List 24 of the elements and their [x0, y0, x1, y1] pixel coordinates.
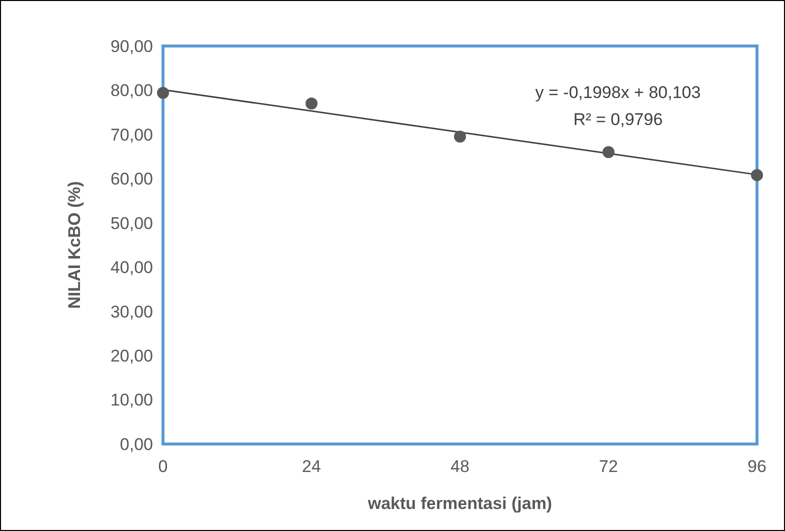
annotation: R² = 0,9796: [573, 110, 663, 129]
point: [157, 86, 169, 99]
y-tick-label: 80,00: [110, 81, 153, 100]
point: [602, 146, 614, 158]
y-axis-title: NILAI KcBO (%): [65, 181, 84, 309]
x-tick-label: 96: [748, 457, 766, 476]
y-tick-label: 30,00: [110, 302, 153, 322]
point: [306, 97, 318, 110]
point: [454, 130, 466, 143]
y-tick-label: 0,00: [120, 434, 153, 454]
y-tick-label: 50,00: [110, 214, 153, 233]
y-tick-label: 20,00: [110, 346, 153, 366]
y-tick-label: 40,00: [110, 258, 153, 278]
y-tick-label: 90,00: [110, 36, 153, 56]
x-tick-label: 0: [158, 457, 168, 476]
point: [751, 169, 763, 182]
x-axis-title: waktu fermentasi (jam): [366, 494, 552, 513]
x-tick-label: 72: [599, 457, 618, 476]
y-tick-label: 10,00: [110, 390, 153, 410]
y-tick-label: 60,00: [110, 170, 153, 189]
y-tick-label: 70,00: [110, 125, 153, 144]
x-tick-label: 24: [302, 457, 321, 476]
annotation: y = -0,1998x + 80,103: [535, 83, 701, 102]
x-tick-label: 48: [450, 457, 470, 476]
